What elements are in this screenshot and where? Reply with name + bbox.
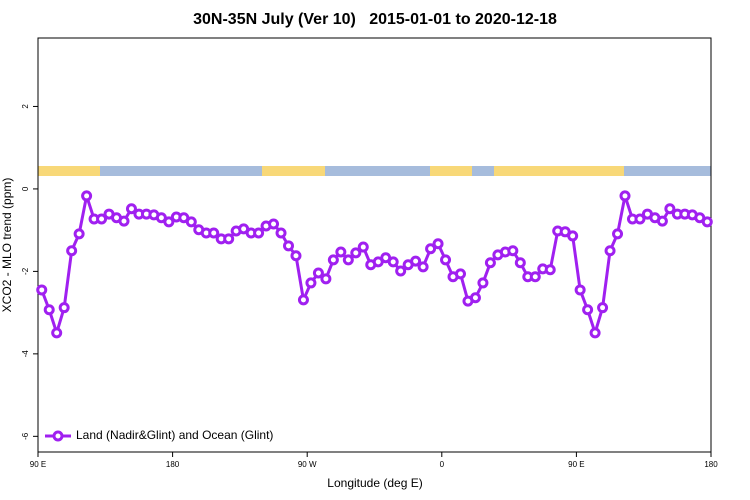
data-point (268, 218, 280, 230)
data-point (477, 277, 489, 289)
data-point (96, 213, 108, 225)
data-point (125, 203, 137, 215)
data-point (312, 267, 324, 279)
data-point (335, 246, 347, 258)
y-tick-label: 0 (21, 186, 30, 191)
data-point (589, 327, 601, 339)
y-tick-label: -2 (21, 267, 30, 275)
legend-label: Land (Nadir&Glint) and Ocean (Glint) (76, 428, 273, 442)
data-point (223, 233, 235, 245)
data-point (51, 327, 63, 339)
x-tick-label: 90 E (568, 460, 584, 469)
data-point (275, 227, 287, 239)
data-point (417, 261, 429, 273)
data-point (327, 254, 339, 266)
data-point (357, 241, 369, 253)
data-point (297, 294, 309, 306)
data-point (387, 256, 399, 268)
x-tick-label: 90 W (298, 460, 317, 469)
data-point (432, 238, 444, 250)
data-point (36, 284, 48, 296)
plot-frame (37, 37, 712, 453)
data-point (305, 277, 317, 289)
data-point (582, 304, 594, 316)
data-point (81, 190, 93, 202)
data-point (567, 230, 579, 242)
data-point (469, 292, 481, 304)
data-point (484, 257, 496, 269)
data-point (320, 273, 332, 285)
data-point (73, 228, 85, 240)
data-point (118, 215, 130, 227)
x-tick-label: 0 (440, 460, 445, 469)
y-tick-label: -4 (21, 350, 30, 358)
data-point (574, 284, 586, 296)
data-point (612, 228, 624, 240)
data-point (342, 254, 354, 266)
chart-title: 30N-35N July (Ver 10) 2015-01-01 to 2020… (193, 11, 557, 28)
data-point (66, 245, 78, 257)
data-point (604, 245, 616, 257)
data-point (634, 213, 646, 225)
y-tick-label: 2 (21, 104, 30, 109)
data-point (507, 245, 519, 257)
data-point (664, 203, 676, 215)
data-point (425, 243, 437, 255)
data-point (208, 227, 220, 239)
y-axis-label: XCO2 - MLO trend (ppm) (0, 178, 14, 313)
data-point (283, 240, 295, 252)
data-point (253, 227, 265, 239)
data-point (597, 302, 609, 314)
data-point (58, 302, 70, 314)
x-tick-label: 90 E (30, 460, 46, 469)
data-point (395, 265, 407, 277)
data-point (410, 255, 422, 267)
data-point (454, 268, 466, 280)
data-point (440, 254, 452, 266)
x-tick-label: 180 (166, 460, 180, 469)
data-point (163, 216, 175, 228)
data-point (529, 271, 541, 283)
data-point (514, 257, 526, 269)
data-point (350, 247, 362, 259)
data-point (701, 216, 713, 228)
data-point (544, 264, 556, 276)
data-point (656, 215, 668, 227)
legend-marker (52, 430, 64, 442)
data-point (43, 304, 55, 316)
data-point (290, 250, 302, 262)
data-point (619, 190, 631, 202)
data-point (185, 216, 197, 228)
x-tick-label: 180 (704, 460, 718, 469)
x-axis-label: Longitude (deg E) (327, 476, 422, 490)
y-tick-label: -6 (21, 432, 30, 440)
land-ocean-strip (38, 166, 711, 176)
